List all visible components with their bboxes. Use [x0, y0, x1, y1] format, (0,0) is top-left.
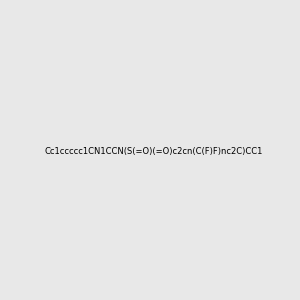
Text: Cc1ccccc1CN1CCN(S(=O)(=O)c2cn(C(F)F)nc2C)CC1: Cc1ccccc1CN1CCN(S(=O)(=O)c2cn(C(F)F)nc2C…	[45, 147, 263, 156]
